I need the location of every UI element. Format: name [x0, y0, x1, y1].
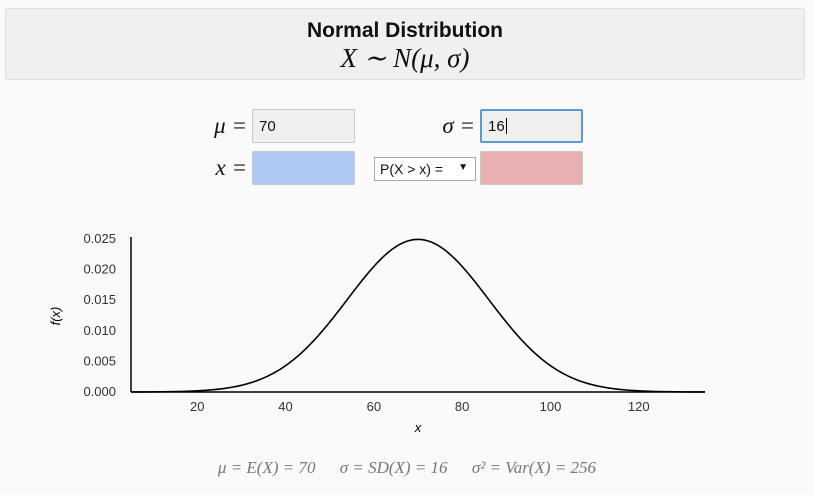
x-tick-label: 120: [628, 399, 650, 414]
distribution-formula: X ∼ N(μ, σ): [340, 43, 470, 73]
sigma-input[interactable]: 16: [480, 109, 583, 143]
text-caret: [505, 118, 507, 134]
x-tick-label: 60: [367, 399, 381, 414]
x-label: x =: [215, 155, 247, 180]
chevron-down-icon: ▼: [458, 162, 468, 173]
mean-stat: μ = E(X) = 70: [217, 458, 316, 477]
sd-stat: σ = SD(X) = 16: [339, 458, 448, 477]
density-chart: 0.000 0.005 0.010 0.015 0.020 0.025 20 40 60 80 1…: [48, 231, 706, 435]
y-tick-label: 0.010: [83, 323, 116, 338]
y-tick-label: 0.025: [83, 231, 116, 246]
x-tick-label: 80: [455, 399, 469, 414]
mu-value: 70: [259, 117, 276, 135]
x-tick-label: 100: [540, 399, 562, 414]
sigma-value: 16: [488, 117, 505, 135]
summary-stats: μ = E(X) = 70 σ = SD(X) = 16 σ² = Var(X)…: [0, 458, 814, 478]
density-curve: [130, 238, 706, 393]
variance-stat: σ² = Var(X) = 256: [471, 458, 597, 477]
y-tick-label: 0.015: [83, 292, 116, 307]
probability-output[interactable]: [480, 151, 583, 185]
y-axis-label: f(x): [48, 307, 63, 326]
page-title: Normal Distribution: [306, 19, 503, 42]
probability-type-select[interactable]: P(X > x) = ▼: [374, 157, 476, 181]
x-axis-label: x: [414, 420, 422, 435]
y-tick-label: 0.005: [83, 353, 116, 368]
y-tick-label: 0.000: [83, 384, 116, 399]
mu-input[interactable]: 70: [252, 109, 355, 143]
sigma-label: σ =: [442, 113, 475, 138]
header-panel: Normal Distribution X ∼ N(μ, σ): [5, 8, 805, 80]
x-tick-label: 20: [190, 399, 204, 414]
probability-type-value: P(X > x) =: [380, 161, 444, 177]
x-tick-label: 40: [278, 399, 292, 414]
x-input[interactable]: [252, 151, 355, 185]
mu-label: μ =: [214, 113, 247, 138]
y-tick-label: 0.020: [83, 262, 116, 277]
